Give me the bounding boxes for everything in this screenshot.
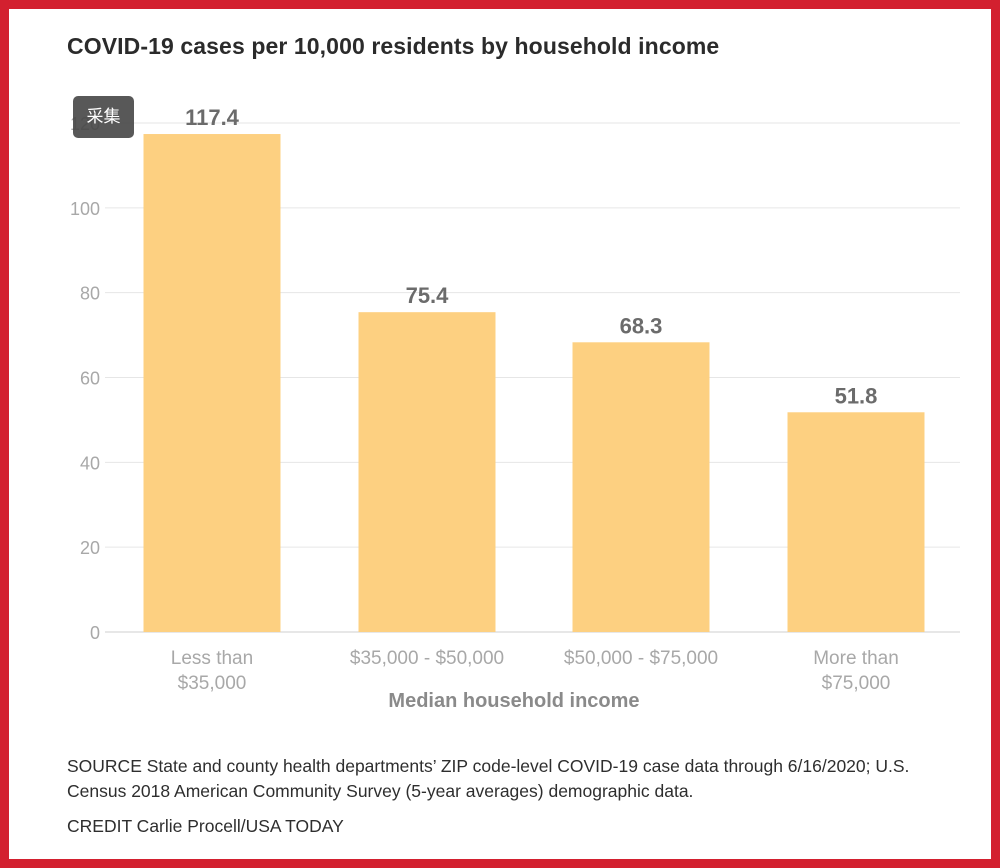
bar: [143, 134, 281, 633]
data-label: 51.8: [835, 383, 878, 408]
credit-note: CREDIT Carlie Procell/USA TODAY: [67, 816, 344, 836]
bar: [787, 412, 925, 632]
y-tick-label: 20: [80, 538, 100, 558]
data-label: 117.4: [185, 105, 240, 130]
y-tick-label: 60: [80, 369, 100, 389]
y-tick-label: 100: [70, 199, 100, 219]
bar: [358, 312, 496, 632]
data-label: 75.4: [406, 283, 450, 308]
x-tick-label: $35,000: [178, 673, 247, 694]
y-tick-label: 0: [90, 623, 100, 643]
x-tick-label: $50,000 - $75,000: [564, 648, 718, 669]
y-tick-label: 40: [80, 453, 100, 473]
collect-badge[interactable]: 采集: [73, 96, 134, 138]
source-note: SOURCE State and county health departmen…: [67, 756, 910, 801]
x-tick-label: More than: [813, 648, 899, 669]
x-tick-label: $35,000 - $50,000: [350, 648, 504, 669]
bar: [572, 342, 710, 632]
y-tick-label: 80: [80, 284, 100, 304]
chart-title: COVID-19 cases per 10,000 residents by h…: [67, 33, 720, 59]
data-label: 68.3: [620, 313, 663, 338]
x-tick-label: Less than: [171, 648, 253, 669]
x-axis-title: Median household income: [388, 690, 639, 712]
x-tick-label: $75,000: [822, 673, 891, 694]
